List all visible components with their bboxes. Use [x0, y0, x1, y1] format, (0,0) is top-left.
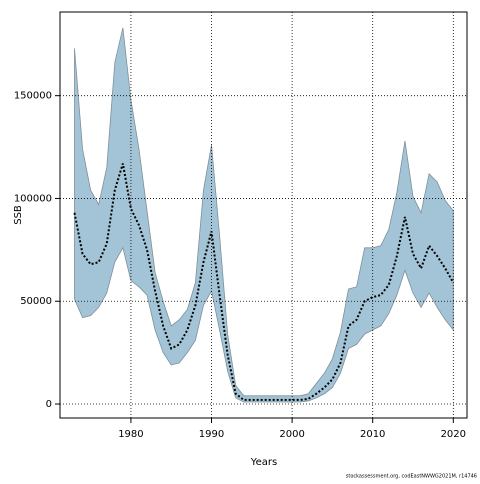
plot-frame [59, 11, 468, 419]
y-tick-label: 0 [46, 399, 52, 410]
y-tick-label: 50000 [20, 296, 52, 307]
footnote: stockassessment.org, codEastNWWG2021M, r… [346, 474, 477, 480]
x-tick-label: 2000 [279, 429, 304, 440]
y-tick-label: 150000 [14, 91, 52, 102]
x-tick-label: 2010 [360, 429, 385, 440]
ssb-line [73, 163, 455, 401]
x-axis-label: Years [250, 457, 277, 468]
y-tick-label: 100000 [14, 193, 52, 204]
confidence-band [74, 27, 454, 403]
x-tick-label: 1980 [118, 429, 143, 440]
x-tick-label: 2020 [441, 429, 466, 440]
y-axis-label: SSB [13, 205, 24, 225]
x-tick-label: 1990 [199, 429, 224, 440]
